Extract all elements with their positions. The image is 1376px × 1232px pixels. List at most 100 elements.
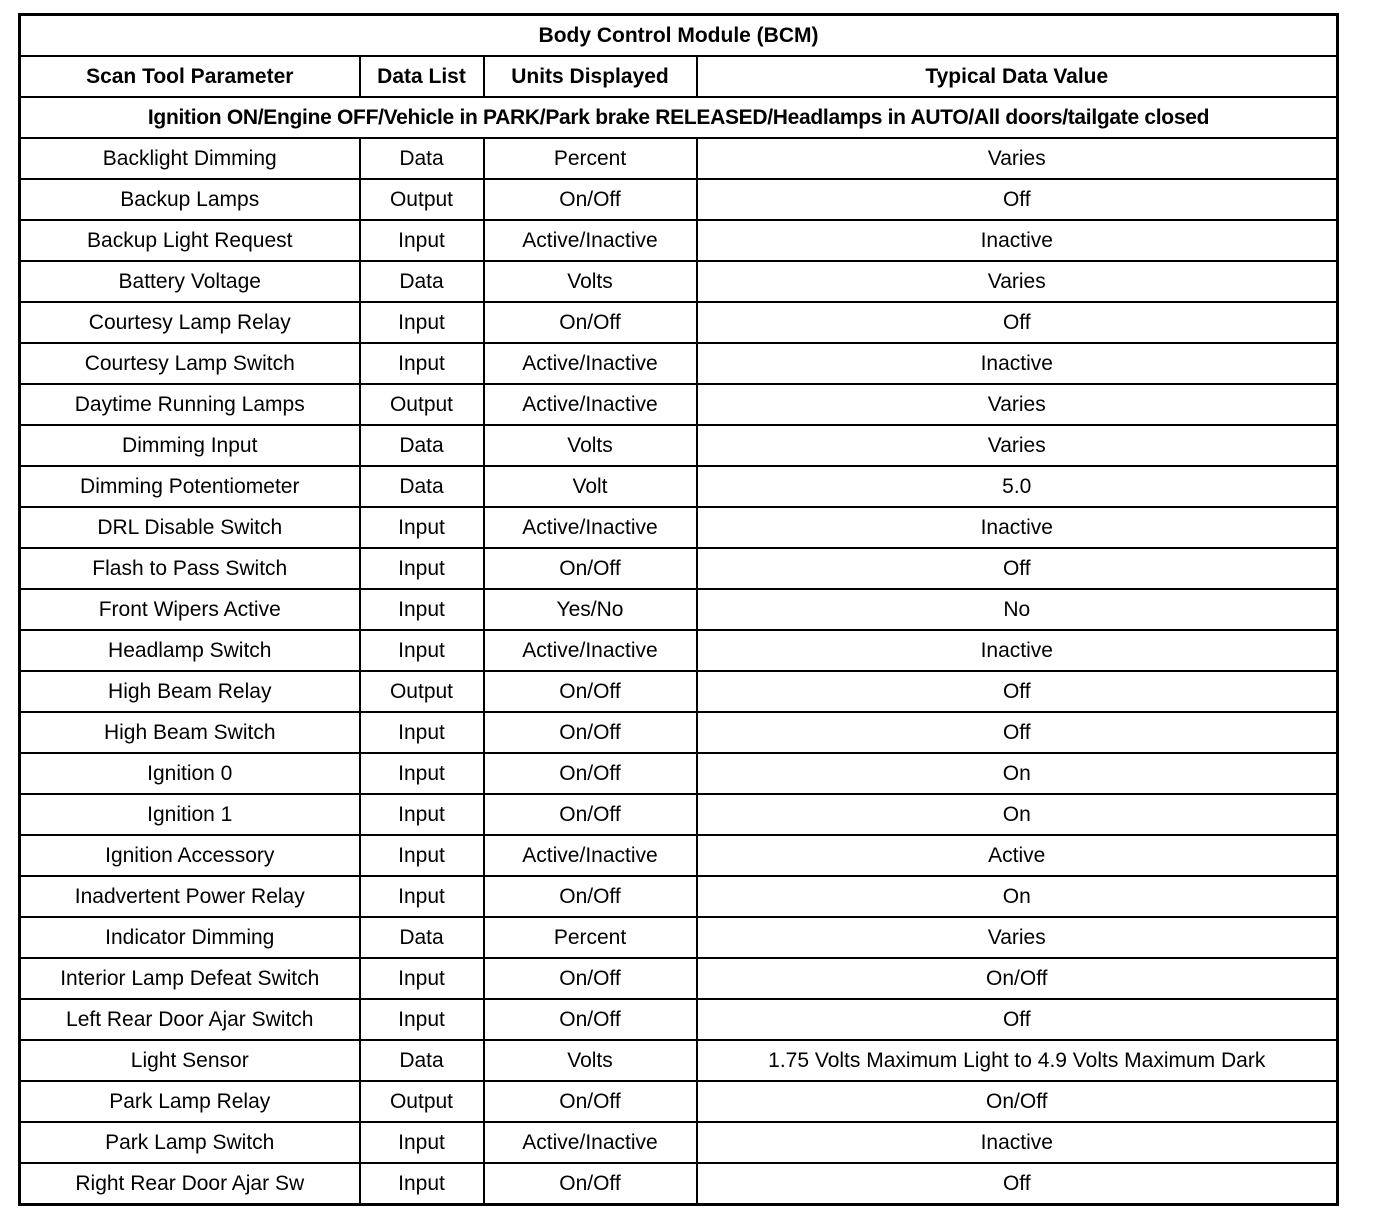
cell-units: Active/Inactive [482, 342, 698, 385]
cell-parameter: Light Sensor [18, 1039, 361, 1082]
cell-parameter: Dimming Input [18, 424, 361, 467]
cell-data-list: Data [358, 1039, 485, 1082]
cell-units: Percent [482, 916, 698, 959]
cell-data-list: Input [358, 1162, 485, 1206]
cell-data-list: Input [358, 711, 485, 754]
cell-data-list: Input [358, 506, 485, 549]
column-header-data-list: Data List [358, 55, 485, 98]
cell-typical-value: Off [695, 178, 1339, 221]
cell-units: On/Off [482, 1162, 698, 1206]
test-conditions-header: Ignition ON/Engine OFF/Vehicle in PARK/P… [18, 96, 1339, 139]
cell-units: Volts [482, 260, 698, 303]
cell-typical-value: On [695, 793, 1339, 836]
table-row: Inadvertent Power Relay Input On/Off On [18, 875, 1339, 918]
cell-units: On/Off [482, 752, 698, 795]
cell-parameter: Backup Light Request [18, 219, 361, 262]
cell-data-list: Input [358, 875, 485, 918]
table-header-row: Scan Tool Parameter Data List Units Disp… [18, 55, 1339, 98]
cell-data-list: Input [358, 752, 485, 795]
table-row: Light Sensor Data Volts 1.75 Volts Maximum … [18, 1039, 1339, 1082]
cell-typical-value: Varies [695, 916, 1339, 959]
table-row: Dimming Input Data Volts Varies [18, 424, 1339, 467]
cell-parameter: Headlamp Switch [18, 629, 361, 672]
cell-data-list: Output [358, 670, 485, 713]
table-row: Ignition 0 Input On/Off On [18, 752, 1339, 795]
cell-typical-value: Off [695, 998, 1339, 1041]
cell-typical-value: Off [695, 711, 1339, 754]
table-row: Park Lamp Switch Input Active/Inactive Inac… [18, 1121, 1339, 1164]
cell-typical-value: Varies [695, 424, 1339, 467]
cell-units: Active/Inactive [482, 1121, 698, 1164]
table-title-row: Body Control Module (BCM) [18, 13, 1339, 57]
table-row: High Beam Relay Output On/Off Off [18, 670, 1339, 713]
cell-units: On/Off [482, 301, 698, 344]
cell-data-list: Input [358, 793, 485, 836]
table-row: Right Rear Door Ajar Sw Input On/Off Off [18, 1162, 1339, 1206]
table-row: Interior Lamp Defeat Switch Input On/Off On… [18, 957, 1339, 1000]
cell-data-list: Data [358, 137, 485, 180]
cell-parameter: Courtesy Lamp Relay [18, 301, 361, 344]
cell-parameter: Interior Lamp Defeat Switch [18, 957, 361, 1000]
cell-data-list: Input [358, 998, 485, 1041]
cell-typical-value: Varies [695, 260, 1339, 303]
cell-units: Percent [482, 137, 698, 180]
cell-units: Active/Inactive [482, 629, 698, 672]
cell-typical-value: Inactive [695, 506, 1339, 549]
cell-units: On/Off [482, 957, 698, 1000]
cell-parameter: Ignition 1 [18, 793, 361, 836]
cell-data-list: Output [358, 178, 485, 221]
table-row: Left Rear Door Ajar Switch Input On/Off Off [18, 998, 1339, 1041]
cell-units: On/Off [482, 998, 698, 1041]
cell-units: Volt [482, 465, 698, 508]
cell-parameter: Front Wipers Active [18, 588, 361, 631]
cell-units: On/Off [482, 547, 698, 590]
table-row: Daytime Running Lamps Output Active/Inacti… [18, 383, 1339, 426]
table-row: Backlight Dimming Data Percent Varies [18, 137, 1339, 180]
cell-typical-value: Inactive [695, 342, 1339, 385]
table-row: Battery Voltage Data Volts Varies [18, 260, 1339, 303]
cell-data-list: Input [358, 219, 485, 262]
cell-units: Active/Inactive [482, 834, 698, 877]
cell-units: Yes/No [482, 588, 698, 631]
cell-data-list: Input [358, 342, 485, 385]
cell-parameter: DRL Disable Switch [18, 506, 361, 549]
table-row: Ignition 1 Input On/Off On [18, 793, 1339, 836]
cell-data-list: Input [358, 957, 485, 1000]
cell-data-list: Data [358, 916, 485, 959]
cell-parameter: Daytime Running Lamps [18, 383, 361, 426]
cell-parameter: Indicator Dimming [18, 916, 361, 959]
cell-typical-value: Off [695, 1162, 1339, 1206]
cell-typical-value: Inactive [695, 629, 1339, 672]
table-row: Indicator Dimming Data Percent Varies [18, 916, 1339, 959]
cell-typical-value: 1.75 Volts Maximum Light to 4.9 Volts Ma… [695, 1039, 1339, 1082]
table-body: Body Control Module (BCM) Scan Tool Para… [18, 13, 1339, 1206]
cell-parameter: Courtesy Lamp Switch [18, 342, 361, 385]
cell-units: Volts [482, 1039, 698, 1082]
table-row: Front Wipers Active Input Yes/No No [18, 588, 1339, 631]
cell-units: Active/Inactive [482, 383, 698, 426]
table-row: Ignition Accessory Input Active/Inactive Ac… [18, 834, 1339, 877]
cell-parameter: Ignition 0 [18, 752, 361, 795]
cell-parameter: Backup Lamps [18, 178, 361, 221]
cell-parameter: Dimming Potentiometer [18, 465, 361, 508]
cell-typical-value: No [695, 588, 1339, 631]
table-row: Courtesy Lamp Relay Input On/Off Off [18, 301, 1339, 344]
cell-units: On/Off [482, 178, 698, 221]
cell-data-list: Output [358, 383, 485, 426]
cell-typical-value: Off [695, 547, 1339, 590]
cell-parameter: Park Lamp Switch [18, 1121, 361, 1164]
cell-parameter: Park Lamp Relay [18, 1080, 361, 1123]
cell-typical-value: Varies [695, 383, 1339, 426]
cell-parameter: Battery Voltage [18, 260, 361, 303]
cell-data-list: Input [358, 588, 485, 631]
table-title: Body Control Module (BCM) [18, 13, 1339, 57]
cell-data-list: Input [358, 834, 485, 877]
cell-data-list: Input [358, 301, 485, 344]
cell-units: Active/Inactive [482, 219, 698, 262]
cell-parameter: Ignition Accessory [18, 834, 361, 877]
cell-typical-value: On [695, 752, 1339, 795]
column-header-units-displayed: Units Displayed [482, 55, 698, 98]
cell-data-list: Input [358, 629, 485, 672]
table-row: Dimming Potentiometer Data Volt 5.0 [18, 465, 1339, 508]
